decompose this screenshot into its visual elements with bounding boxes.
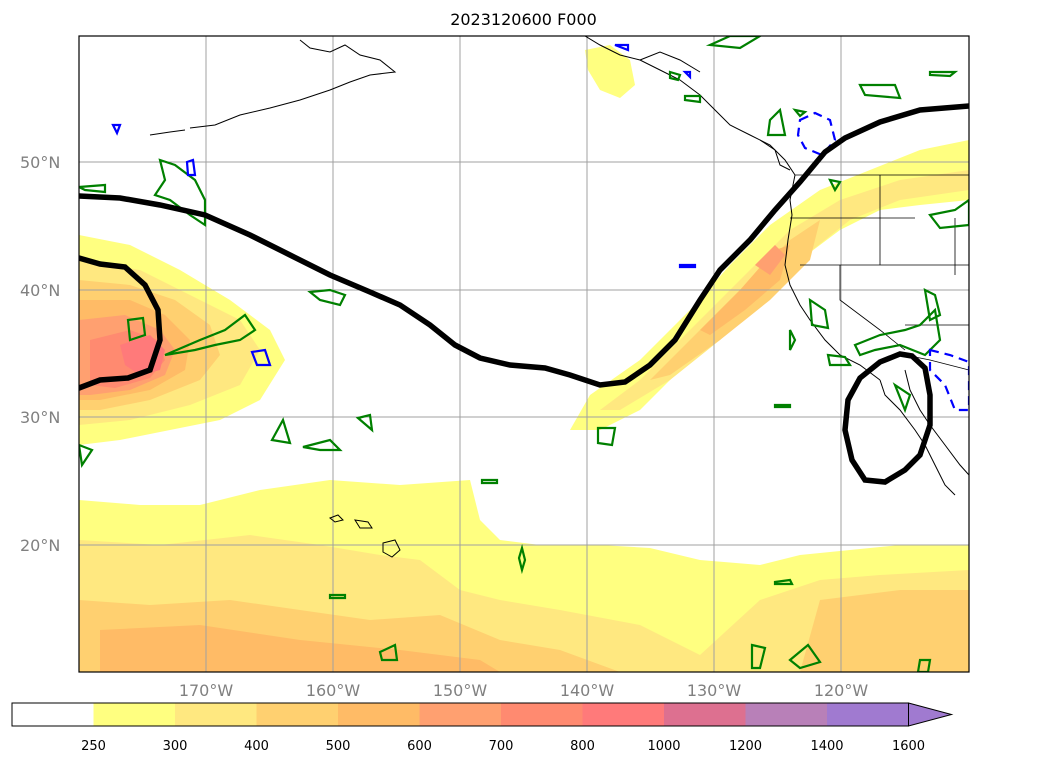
colorbar-segment [745, 703, 828, 726]
colorbar-segment [93, 703, 176, 726]
colorbar-extend-arrow [908, 702, 954, 727]
colorbar-tick-label: 500 [326, 739, 351, 754]
colorbar-tick-label: 1200 [729, 739, 762, 754]
colorbar-tick-label: 600 [407, 739, 432, 754]
fill-south-band-core2 [100, 625, 500, 672]
lat-label-20n: 20°N [20, 536, 60, 555]
colorbar-tick-label: 300 [163, 739, 188, 754]
jet-contour-east-loop [842, 351, 933, 485]
graticule [79, 36, 969, 672]
lon-label-150w: 150°W [433, 681, 488, 700]
colorbar-tick-label: 700 [489, 739, 514, 754]
colorbar: 250 300 400 500 600 700 800 1000 1200 1400 1600 [11, 702, 954, 754]
lon-label-160w: 160°W [306, 681, 361, 700]
colorbar-segment [582, 703, 665, 726]
colorbar-tick-label: 800 [570, 739, 595, 754]
fill-south-east [800, 590, 969, 672]
lon-label-140w: 140°W [560, 681, 615, 700]
lon-label-170w: 170°W [179, 681, 234, 700]
fill-ne-ar-5 [755, 245, 785, 275]
map-plot-area [79, 36, 969, 672]
colorbar-segment [419, 703, 502, 726]
colorbar-outline [11, 702, 909, 727]
colorbar-tick-label: 250 [81, 739, 106, 754]
lon-label-120w: 120°W [814, 681, 869, 700]
fill-layer [79, 45, 969, 672]
colorbar-segment [256, 703, 339, 726]
lat-label-50n: 50°N [20, 153, 60, 172]
colorbar-tick-label: 1600 [892, 739, 925, 754]
lon-label-130w: 130°W [687, 681, 742, 700]
lat-label-30n: 30°N [20, 408, 60, 427]
map-title: 2023120600 F000 [450, 10, 597, 29]
colorbar-segment [501, 703, 583, 726]
map-frame [78, 35, 970, 673]
colorbar-segment [827, 703, 909, 726]
jet-contour-west-loop [79, 255, 163, 391]
colorbar-segment [175, 703, 257, 726]
colorbar-segment [664, 703, 746, 726]
colorbar-tick-label: 1400 [810, 739, 843, 754]
colorbar-tick-label: 1000 [647, 739, 680, 754]
colorbar-segment [12, 703, 94, 726]
colorbar-segment [338, 703, 420, 726]
jet-contour-main [79, 103, 969, 388]
colorbar-tick-label: 400 [244, 739, 269, 754]
black-contours [79, 103, 969, 485]
fill-alaska-patch [585, 45, 635, 98]
green-contours [79, 36, 969, 672]
lat-label-40n: 40°N [20, 281, 60, 300]
